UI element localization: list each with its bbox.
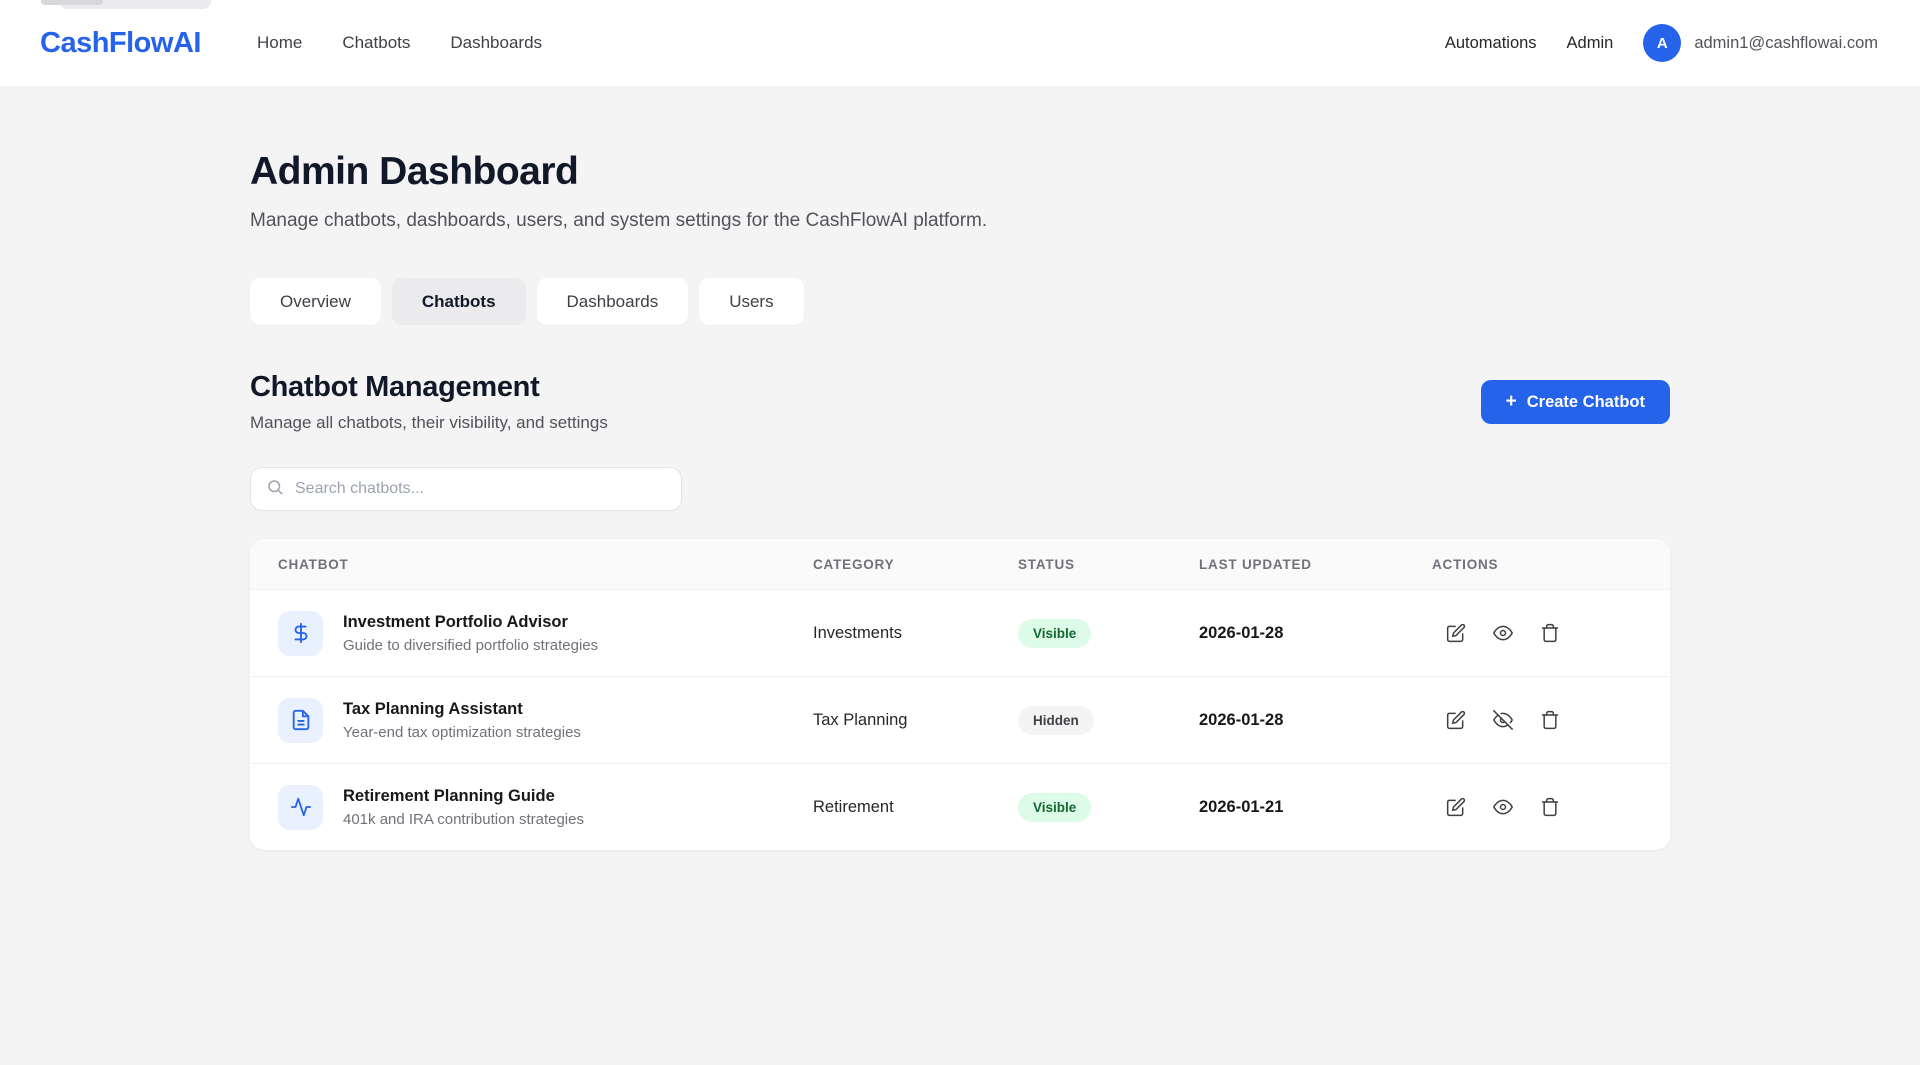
main-content: Admin Dashboard Manage chatbots, dashboa…: [250, 86, 1670, 850]
chatbot-cell: Tax Planning Assistant Year-end tax optim…: [278, 697, 813, 743]
status-badge: Visible: [1018, 618, 1092, 648]
column-header-status: STATUS: [1018, 556, 1075, 572]
dollar-icon: [278, 610, 323, 656]
status-badge: Visible: [1018, 792, 1092, 822]
user-chip: A admin1@cashflowai.com: [1643, 24, 1878, 62]
last-updated-cell: 2026-01-21: [1199, 797, 1284, 816]
section-header: Chatbot Management Manage all chatbots, …: [250, 371, 1670, 433]
chatbot-name: Tax Planning Assistant: [343, 699, 523, 718]
eye-icon[interactable]: [1493, 623, 1513, 643]
main-nav: Home Chatbots Dashboards: [257, 33, 542, 53]
activity-icon: [278, 784, 323, 830]
nav-item-home[interactable]: Home: [256, 33, 303, 52]
tab-chatbots[interactable]: Chatbots: [391, 278, 526, 325]
trash-icon[interactable]: [1540, 797, 1560, 817]
chatbot-text: Investment Portfolio Advisor Guide to div…: [343, 613, 598, 654]
column-header-chatbot: CHATBOT: [278, 556, 349, 572]
category-cell: Tax Planning: [813, 710, 908, 729]
actions-cell: [1432, 710, 1642, 730]
tab-dashboards[interactable]: Dashboards: [536, 278, 689, 325]
table-row: Retirement Planning Guide 401k and IRA co…: [250, 763, 1670, 850]
section-subtitle: Manage all chatbots, their visibility, a…: [250, 413, 608, 432]
last-updated-cell: 2026-01-28: [1199, 710, 1284, 729]
plus-icon: +: [1505, 390, 1517, 412]
actions-cell: [1432, 623, 1642, 643]
nav-item-chatbots[interactable]: Chatbots: [342, 33, 411, 52]
brand-logo[interactable]: CashFlowAI: [40, 26, 201, 59]
actions-cell: [1432, 797, 1642, 817]
status-cell: Hidden: [1018, 705, 1199, 735]
table-row: Tax Planning Assistant Year-end tax optim…: [250, 676, 1670, 763]
user-email: admin1@cashflowai.com: [1694, 33, 1878, 52]
chatbot-name: Retirement Planning Guide: [343, 786, 555, 805]
document-icon: [278, 697, 323, 743]
page-subtitle: Manage chatbots, dashboards, users, and …: [250, 210, 988, 231]
nav-admin-link[interactable]: Admin: [1566, 33, 1614, 52]
table-header-row: CHATBOT CATEGORY STATUS LAST UPDATED ACTIONS: [250, 539, 1670, 589]
chatbot-description: 401k and IRA contribution strategies: [343, 810, 584, 828]
eye-icon[interactable]: [1493, 797, 1513, 817]
chatbot-name: Investment Portfolio Advisor: [343, 612, 568, 631]
chatbot-description: Year-end tax optimization strategies: [343, 723, 581, 741]
table-body: Investment Portfolio Advisor Guide to div…: [250, 589, 1670, 850]
chatbot-text: Tax Planning Assistant Year-end tax optim…: [343, 700, 581, 741]
status-cell: Visible: [1018, 618, 1199, 648]
search-icon: [266, 478, 284, 501]
category-cell: Investments: [813, 623, 902, 642]
chatbot-cell: Retirement Planning Guide 401k and IRA co…: [278, 784, 813, 830]
last-updated-cell: 2026-01-28: [1199, 623, 1284, 642]
eye-off-icon[interactable]: [1493, 710, 1513, 730]
create-chatbot-button[interactable]: + Create Chatbot: [1480, 380, 1670, 424]
chatbot-cell: Investment Portfolio Advisor Guide to div…: [278, 610, 813, 656]
status-cell: Visible: [1018, 792, 1199, 822]
search-input[interactable]: [295, 480, 666, 498]
page-title: Admin Dashboard: [250, 150, 579, 193]
edit-icon[interactable]: [1446, 710, 1466, 730]
chatbot-table: CHATBOT CATEGORY STATUS LAST UPDATED ACTIONS…: [250, 539, 1670, 850]
chatbot-text: Retirement Planning Guide 401k and IRA co…: [343, 787, 584, 828]
column-header-category: CATEGORY: [813, 556, 895, 572]
nav-automations-link[interactable]: Automations: [1444, 33, 1537, 52]
nav-item-dashboards[interactable]: Dashboards: [450, 33, 543, 52]
chatbot-description: Guide to diversified portfolio strategie…: [343, 636, 599, 654]
column-header-actions: ACTIONS: [1432, 556, 1499, 572]
edit-icon[interactable]: [1446, 797, 1466, 817]
section-title: Chatbot Management: [250, 371, 540, 403]
dashboard-tabs: Overview Chatbots Dashboards Users: [250, 278, 1670, 325]
user-avatar[interactable]: A: [1643, 24, 1682, 62]
trash-icon[interactable]: [1540, 623, 1560, 643]
search-box: [250, 467, 682, 511]
header-right: Automations Admin A admin1@cashflowai.co…: [1445, 24, 1878, 62]
tab-users[interactable]: Users: [699, 278, 804, 325]
edit-icon[interactable]: [1446, 623, 1466, 643]
top-edge-artifact-light: [59, 0, 211, 9]
tab-overview[interactable]: Overview: [250, 278, 381, 325]
section-header-text: Chatbot Management Manage all chatbots, …: [250, 371, 608, 433]
table-row: Investment Portfolio Advisor Guide to div…: [250, 589, 1670, 676]
status-badge: Hidden: [1018, 705, 1094, 735]
create-chatbot-label: Create Chatbot: [1526, 392, 1645, 411]
top-edge-artifact-dark: [41, 0, 103, 5]
category-cell: Retirement: [813, 797, 894, 816]
top-navbar: CashFlowAI Home Chatbots Dashboards Automa…: [0, 0, 1920, 86]
trash-icon[interactable]: [1540, 710, 1560, 730]
column-header-last-updated: LAST UPDATED: [1199, 556, 1312, 572]
